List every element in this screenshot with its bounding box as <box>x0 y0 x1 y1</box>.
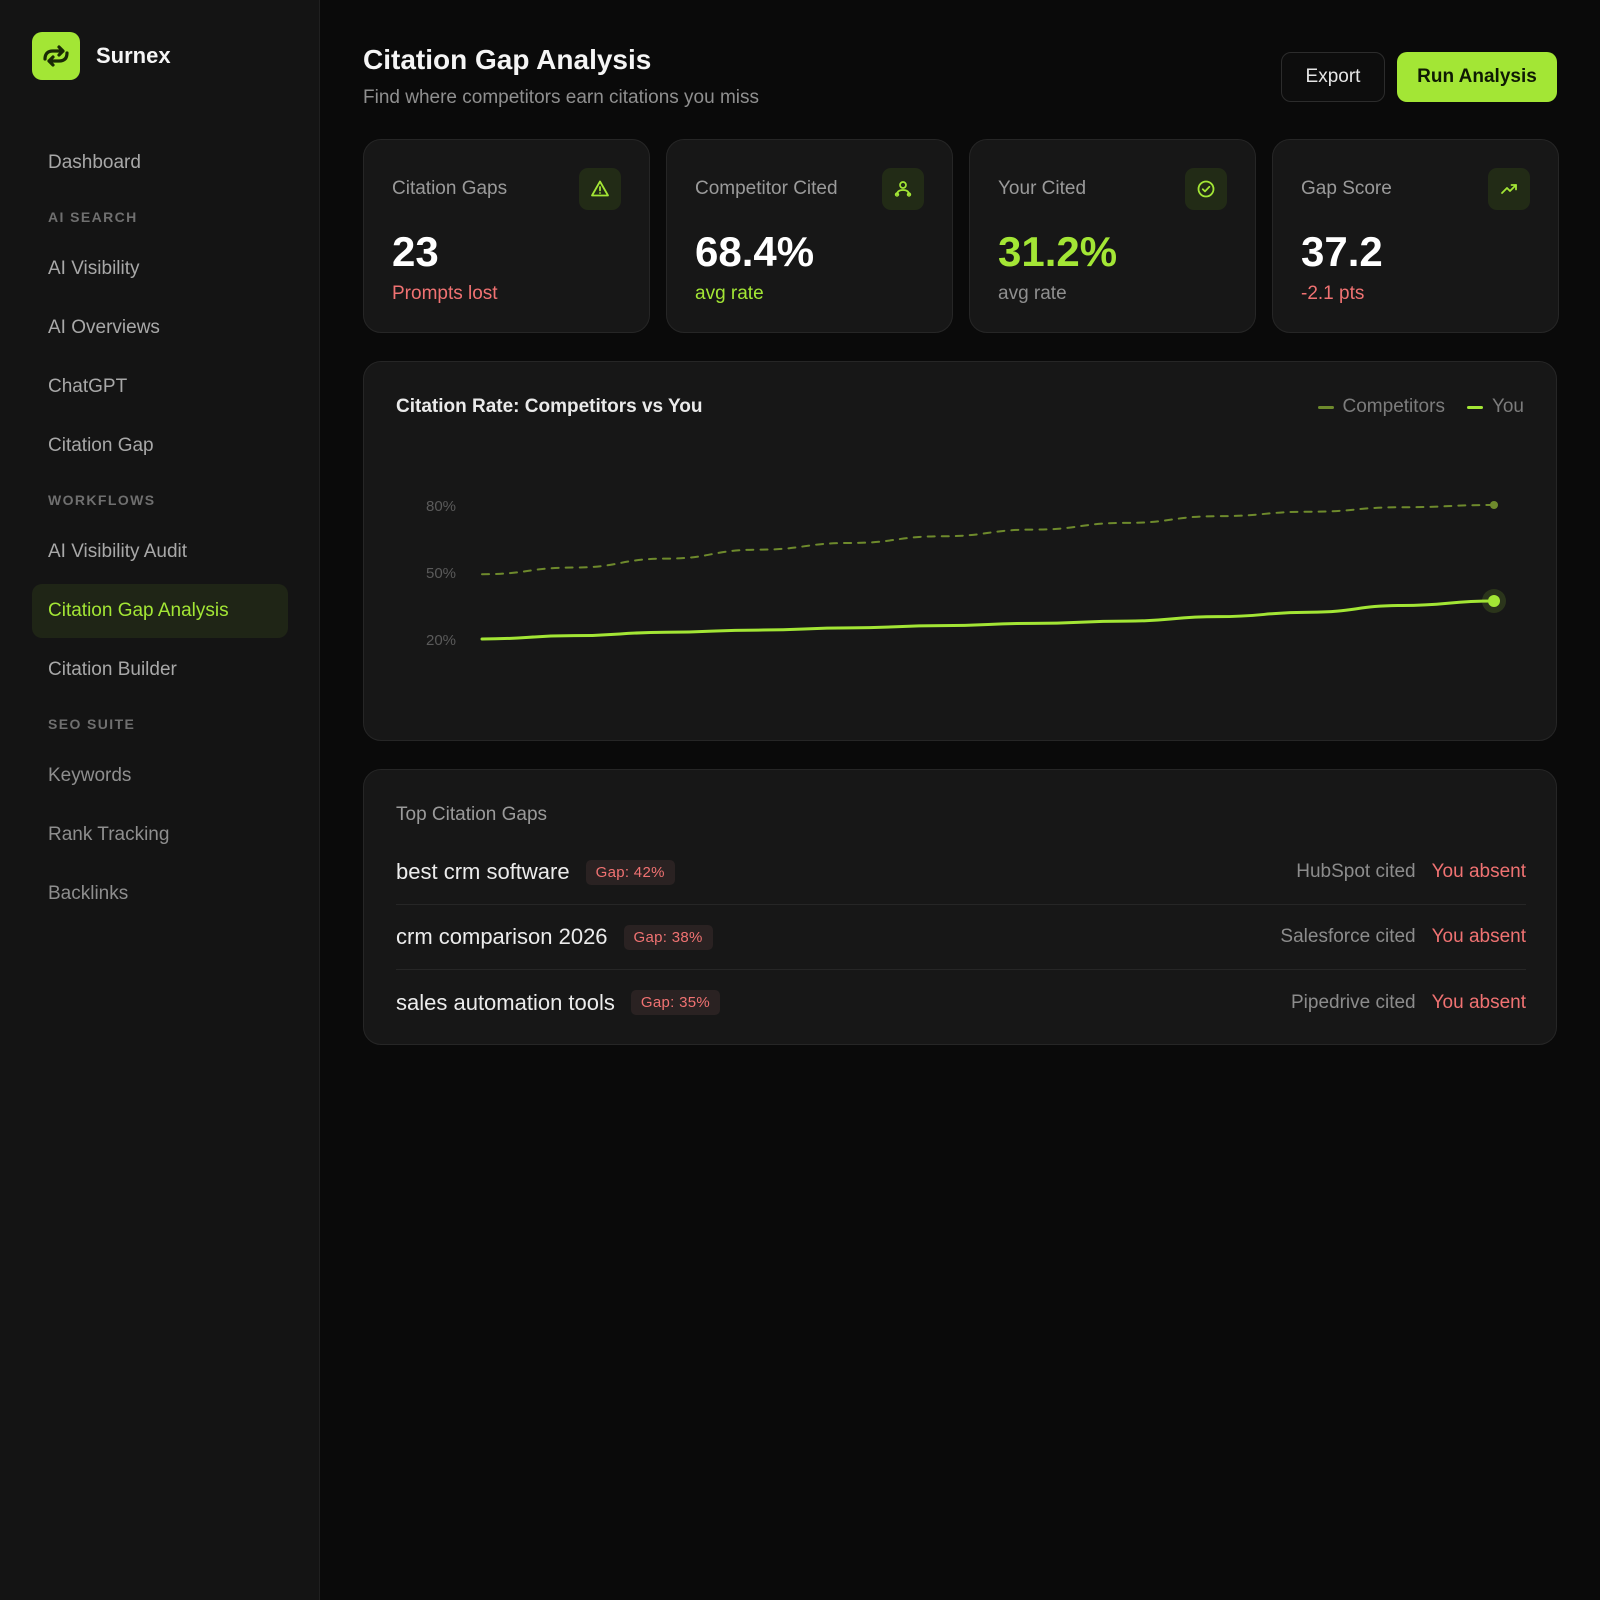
stat-label: Competitor Cited <box>695 178 838 199</box>
gap-left: best crm software Gap: 42% <box>396 859 675 885</box>
stat-value: 31.2% <box>998 228 1118 275</box>
sidebar-item-keywords[interactable]: Keywords <box>48 765 132 786</box>
stat-value: 68.4% <box>695 228 815 275</box>
brand-logo-icon <box>32 32 80 80</box>
gap-left: crm comparison 2026 Gap: 38% <box>396 924 713 950</box>
y-tick-label: 20% <box>426 632 456 649</box>
gap-query: crm comparison 2026 <box>396 924 608 949</box>
y-tick-label: 50% <box>426 565 456 582</box>
gap-badge: Gap: 35% <box>630 990 721 1015</box>
page-title: Citation Gap Analysis <box>363 44 652 75</box>
sidebar-item-dashboard[interactable]: Dashboard <box>48 152 141 173</box>
export-button[interactable]: Export <box>1281 52 1385 102</box>
brand-name: Surnex <box>96 43 171 68</box>
sidebar-item-rank-tracking[interactable]: Rank Tracking <box>48 824 170 845</box>
stat-value: 37.2 <box>1301 228 1383 275</box>
legend-item-competitors: Competitors <box>1317 396 1445 418</box>
sidebar-item-ai-visibility-audit[interactable]: AI Visibility Audit <box>48 541 188 562</box>
gap-row[interactable]: best crm software Gap: 42% HubSpot cited… <box>396 840 1526 905</box>
sidebar-item-citation-builder[interactable]: Citation Builder <box>48 659 177 680</box>
legend-swatch-you <box>1466 405 1483 409</box>
gap-list: best crm software Gap: 42% HubSpot cited… <box>396 840 1526 1035</box>
sidebar-item-citation-gap[interactable]: Citation Gap <box>48 435 154 456</box>
gap-right: Salesforce cited You absent <box>1280 926 1526 948</box>
legend-swatch-competitors <box>1317 405 1334 409</box>
legend-item-you: You <box>1466 396 1524 418</box>
stat-card-citation-gaps: Citation Gaps 23 Prompts lost <box>363 139 650 333</box>
brand[interactable]: Surnex <box>32 32 171 80</box>
sidebar-nav: Dashboard AI SEARCH AI Visibility AI Ove… <box>32 136 288 926</box>
users-icon <box>882 168 924 210</box>
series-end-point-competitors <box>1490 501 1498 509</box>
gap-row[interactable]: sales automation tools Gap: 35% Pipedriv… <box>396 970 1526 1035</box>
y-tick-label: 80% <box>426 498 456 515</box>
series-end-point-you <box>1488 595 1500 608</box>
sidebar-section-ai-search: AI SEARCH <box>48 209 138 225</box>
gap-absent: You absent <box>1431 991 1526 1013</box>
warning-triangle-icon <box>579 168 621 210</box>
stat-label: Citation Gaps <box>392 178 508 199</box>
sidebar-section-seo-suite: SEO SUITE <box>48 716 136 732</box>
legend-label: Competitors <box>1342 396 1445 417</box>
citation-rate-chart: 80% 50% 20% <box>426 498 1506 649</box>
chart-legend: Competitors You <box>1317 396 1524 418</box>
stat-card-gap-score: Gap Score 37.2 -2.1 pts <box>1272 139 1559 333</box>
sidebar: Surnex Dashboard AI SEARCH AI Visibility… <box>0 0 320 1600</box>
page-subtitle: Find where competitors earn citations yo… <box>363 87 759 108</box>
sidebar-section-workflows: WORKFLOWS <box>48 492 156 508</box>
stat-sub: Prompts lost <box>392 283 498 304</box>
trending-up-icon <box>1488 168 1530 210</box>
stat-label: Your Cited <box>998 178 1087 199</box>
gap-query: sales automation tools <box>396 989 615 1015</box>
stat-sub: -2.1 pts <box>1301 283 1365 304</box>
stat-value: 23 <box>392 228 439 275</box>
gap-right: Pipedrive cited You absent <box>1291 992 1526 1014</box>
gap-badge: Gap: 42% <box>585 859 675 885</box>
legend-label: You <box>1491 396 1524 417</box>
sidebar-item-chatgpt[interactable]: ChatGPT <box>48 376 128 397</box>
gap-left: sales automation tools Gap: 35% <box>396 989 721 1016</box>
series-line-you <box>480 599 1496 641</box>
gaps-title: Top Citation Gaps <box>396 804 548 825</box>
gap-query: best crm software <box>396 859 570 884</box>
stat-sub: avg rate <box>695 283 764 304</box>
sidebar-item-ai-overviews[interactable]: AI Overviews <box>48 317 160 338</box>
stat-card-competitor-cited: Competitor Cited 68.4% avg rate <box>666 139 953 333</box>
run-analysis-button[interactable]: Run Analysis <box>1397 52 1557 102</box>
gap-absent: You absent <box>1431 926 1526 947</box>
stat-label: Gap Score <box>1301 178 1392 199</box>
stat-card-your-cited: Your Cited 31.2% avg rate <box>969 139 1256 333</box>
gap-row[interactable]: crm comparison 2026 Gap: 38% Salesforce … <box>396 905 1526 970</box>
gap-cited: Pipedrive cited <box>1290 991 1416 1013</box>
sidebar-item-ai-visibility[interactable]: AI Visibility <box>48 258 140 279</box>
stat-sub: avg rate <box>998 283 1067 304</box>
gap-absent: You absent <box>1431 861 1526 882</box>
series-line-competitors <box>481 504 1495 576</box>
gap-cited: Salesforce cited <box>1280 926 1416 947</box>
check-circle-icon <box>1185 168 1227 210</box>
top-citation-gaps-card: Top Citation Gaps best crm software Gap:… <box>363 769 1557 1045</box>
citation-rate-chart-card: 80% 50% 20% Citation Rate: Competitors vs … <box>363 361 1557 741</box>
gap-cited: HubSpot cited <box>1296 861 1416 882</box>
sidebar-item-backlinks[interactable]: Backlinks <box>48 883 129 904</box>
chart-title: Citation Rate: Competitors vs You <box>396 396 703 417</box>
gap-right: HubSpot cited You absent <box>1296 861 1526 883</box>
gap-badge: Gap: 38% <box>623 924 713 950</box>
sidebar-item-citation-gap-analysis[interactable]: Citation Gap Analysis <box>32 584 288 638</box>
